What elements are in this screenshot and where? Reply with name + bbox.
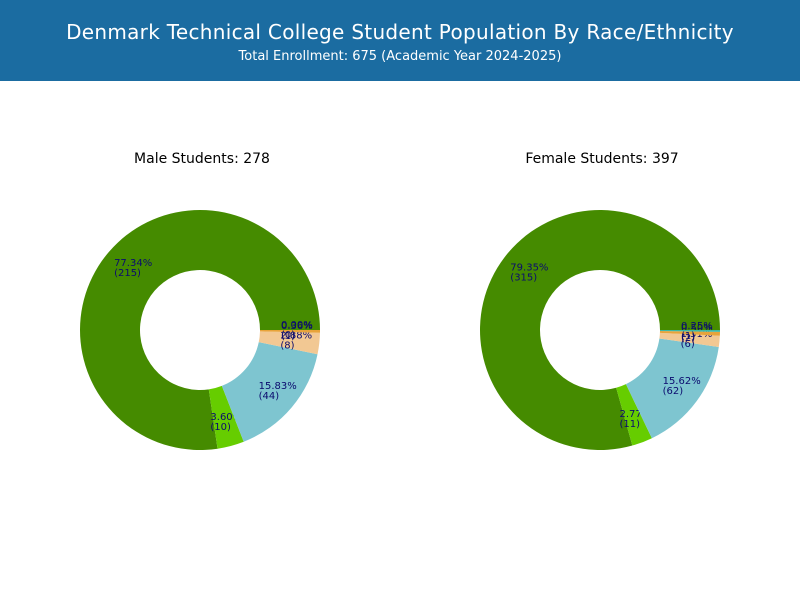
slice-count-label: (315) [510, 273, 537, 284]
donut-slice [258, 331, 320, 355]
slice-count-label: (44) [259, 391, 280, 402]
slice-percent-label: 3.60% [210, 412, 242, 423]
donut-slice [259, 330, 320, 333]
slice-count-label: (215) [114, 268, 141, 279]
slice-percent-label: 15.83% [259, 381, 297, 392]
donut-slice [625, 338, 719, 439]
slice-percent-label: 0.00% [281, 320, 313, 331]
slice-count-label: (2) [681, 333, 695, 344]
slice-percent-label: 2.88% [280, 331, 312, 342]
donut-slice [80, 210, 320, 450]
slice-percent-label: 0.25% [681, 321, 713, 332]
slice-count-label: (11) [619, 419, 640, 430]
female-donut-chart: 79.35%(315)2.77%(11)15.62%(62)1.51%(6)0.… [480, 210, 720, 450]
slice-count-label: (6) [681, 339, 695, 350]
donut-slice [480, 210, 720, 450]
female-chart-title: Female Students: 397 [525, 151, 679, 167]
slice-count-label: (62) [663, 386, 684, 397]
donut-slice [616, 384, 652, 446]
donut-slice [659, 330, 720, 336]
slice-count-label: (8) [280, 341, 294, 352]
slice-count-label: (0) [281, 330, 295, 341]
slice-percent-label: 15.62% [663, 376, 701, 387]
donut-slice [208, 385, 244, 449]
slice-percent-label: 0.36% [281, 321, 313, 332]
page-title: Denmark Technical College Student Popula… [66, 20, 734, 44]
header-banner: Denmark Technical College Student Popula… [0, 0, 800, 81]
slice-count-label: (10) [210, 422, 231, 433]
donut-slice [659, 332, 720, 348]
slice-percent-label: 2.77% [619, 409, 651, 420]
slice-percent-label: 79.35% [510, 263, 548, 274]
slice-count-label: (1) [281, 331, 295, 342]
male-chart-title: Male Students: 278 [134, 151, 270, 167]
slice-count-label: (1) [681, 331, 695, 342]
slice-percent-label: 77.34% [114, 258, 152, 269]
page-subtitle: Total Enrollment: 675 (Academic Year 202… [238, 49, 562, 64]
donut-slice [659, 330, 720, 332]
male-donut-chart: 77.34%(215) 3.60%(10) 15.83%(44) 2.88%(8) 0.… [80, 210, 320, 450]
donut-slice [221, 342, 318, 442]
slice-percent-label: 0.50% [681, 323, 713, 334]
